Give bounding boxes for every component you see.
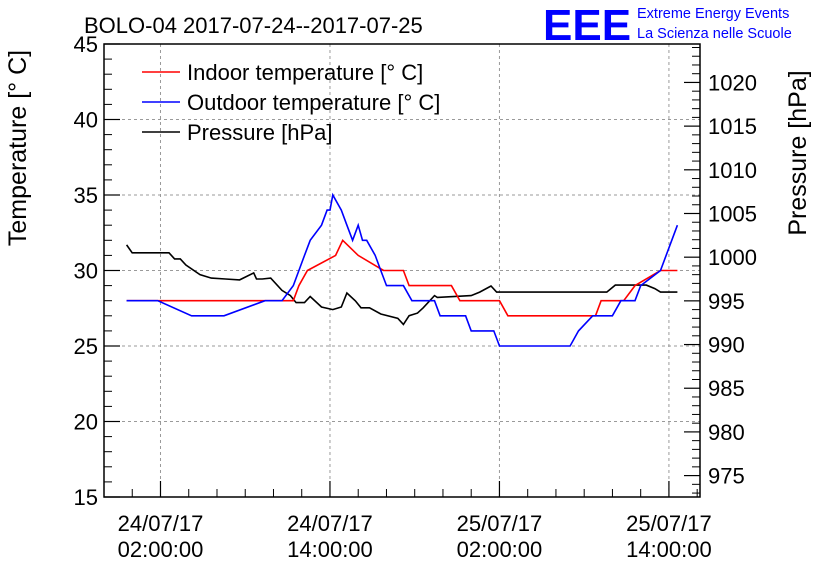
ticks: 15 20 25 30 35 40 45 975 980 985 990 995 1000 1005 101… <box>74 32 757 562</box>
x-tick-label-time: 02:00:00 <box>457 537 543 562</box>
y-axis-label: Temperature [° C] <box>4 50 32 246</box>
y-tick-label: 40 <box>74 108 98 133</box>
y2-tick-label: 1010 <box>708 158 757 183</box>
y2-tick-label: 995 <box>708 289 745 314</box>
logo-line2: La Scienza nelle Scuole <box>637 26 792 42</box>
series-line-pressure <box>125 244 678 326</box>
y-tick-label: 30 <box>74 259 98 284</box>
y2-tick-label: 1020 <box>708 70 757 95</box>
y2-tick-label: 1000 <box>708 245 757 270</box>
legend: Indoor temperature [° C] Outdoor tempera… <box>142 60 440 145</box>
chart-title: BOLO-04 2017-07-24--2017-07-25 <box>84 13 423 38</box>
x-tick-label-date: 24/07/17 <box>118 511 204 536</box>
logo-line1: Extreme Energy Events <box>637 6 789 22</box>
y2-tick-label: 975 <box>708 464 745 489</box>
y-tick-label: 15 <box>74 485 98 510</box>
legend-label-pressure: Pressure [hPa] <box>187 120 333 145</box>
y-tick-label: 20 <box>74 410 98 435</box>
series-line-outdoor <box>126 192 679 347</box>
x-tick-label-date: 24/07/17 <box>287 511 373 536</box>
eee-logo: EEE Extreme Energy Events La Scienza nel… <box>543 1 792 50</box>
y2-tick-label: 1005 <box>708 201 757 226</box>
x-tick-label-date: 25/07/17 <box>626 511 712 536</box>
y2-axis-label: Pressure [hPa] <box>784 70 812 235</box>
y-tick-label: 25 <box>74 334 98 359</box>
x-tick-label-time: 14:00:00 <box>626 537 712 562</box>
y-tick-label: 35 <box>74 183 98 208</box>
legend-label-outdoor: Outdoor temperature [° C] <box>187 90 440 115</box>
y2-tick-label: 1015 <box>708 114 757 139</box>
y2-tick-label: 990 <box>708 333 745 358</box>
x-tick-label-time: 14:00:00 <box>287 537 373 562</box>
series-layer <box>125 192 679 347</box>
logo-letters: EEE <box>543 1 631 50</box>
y-tick-label: 45 <box>74 32 98 57</box>
x-tick-label-date: 25/07/17 <box>457 511 543 536</box>
y2-tick-label: 985 <box>708 376 745 401</box>
series-line-indoor <box>126 238 678 317</box>
legend-label-indoor: Indoor temperature [° C] <box>187 60 423 85</box>
x-tick-label-time: 02:00:00 <box>118 537 204 562</box>
y2-tick-label: 980 <box>708 420 745 445</box>
